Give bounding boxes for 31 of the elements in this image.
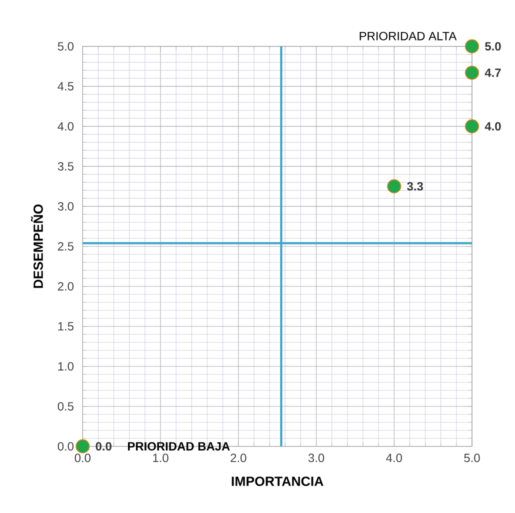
text: PRIORIDAD ALTA xyxy=(360,32,457,40)
y-tick-label: 2.5 xyxy=(58,242,74,251)
y-tick-label: 1.0 xyxy=(58,362,74,371)
x-axis-title: IMPORTANCIA xyxy=(232,476,324,486)
annotation: PRIORIDAD BAJA xyxy=(128,442,230,451)
y-tick-label: 3.5 xyxy=(58,162,74,171)
x-tick-label: 0.0 xyxy=(74,454,91,462)
data-label: 4.7 xyxy=(484,68,501,77)
point xyxy=(387,179,402,194)
data-label: 4.0 xyxy=(484,122,501,131)
y-tick-label: 5.0 xyxy=(58,42,74,51)
y-tick-label: 0.5 xyxy=(58,402,74,411)
x-tick-label: 1.0 xyxy=(153,454,168,462)
x-tick-label: 2.0 xyxy=(230,454,246,462)
y-tick-label: 3.0 xyxy=(58,202,74,211)
data-label: 0.0 xyxy=(96,442,112,451)
y-tick-label: 0.0 xyxy=(58,442,74,451)
point xyxy=(76,439,90,454)
data-label: 5.0 xyxy=(485,42,501,51)
data-label: 3.3 xyxy=(407,182,423,191)
x-tick-label: 3.0 xyxy=(308,454,324,462)
point xyxy=(464,119,480,134)
y-tick-label: 4.5 xyxy=(58,82,74,91)
y-axis-title: DESEMPEÑO xyxy=(30,204,43,288)
point xyxy=(464,66,480,80)
y-tick-label: 1.5 xyxy=(58,322,74,331)
y-tick-label: 2.0 xyxy=(58,282,74,291)
x-tick-label: 5.0 xyxy=(464,454,480,462)
point xyxy=(464,39,480,54)
y-tick-label: 4.0 xyxy=(58,122,74,131)
x-tick-label: 4.0 xyxy=(386,454,402,462)
